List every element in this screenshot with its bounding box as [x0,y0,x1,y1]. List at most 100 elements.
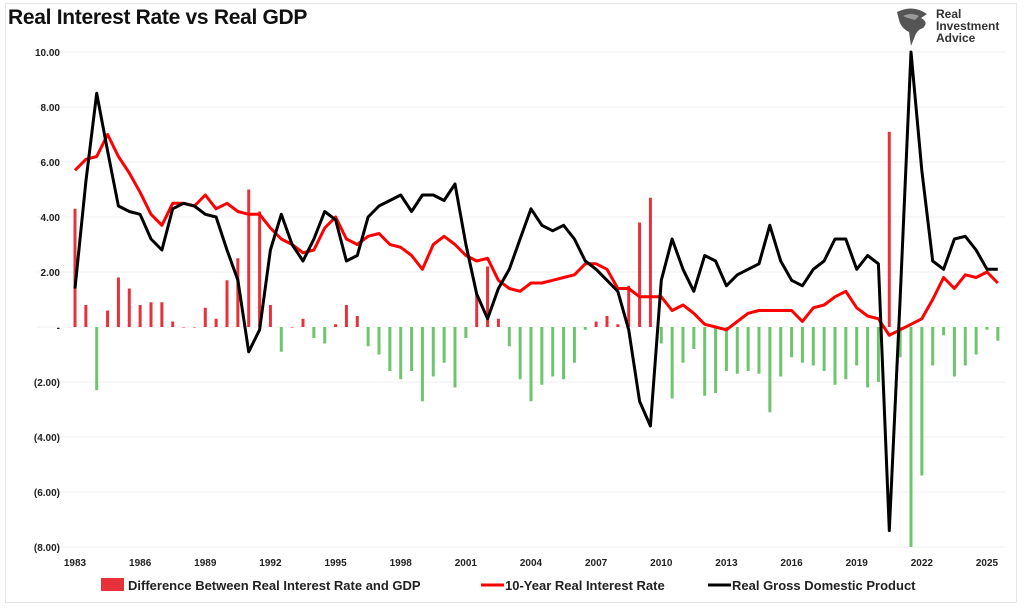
y-tick-label: 8.00 [41,103,61,114]
x-tick-label: 2013 [715,558,738,569]
difference-bar [572,327,576,363]
difference-bar [258,211,262,327]
difference-bar [312,327,316,338]
difference-bar [757,327,761,374]
x-tick-label: 2025 [976,558,999,569]
chart-title: Real Interest Rate vs Real GDP [8,6,308,29]
legend-label-difference: Difference Between Real Interest Rate an… [128,578,421,593]
difference-bar [898,327,902,358]
difference-bar [464,327,468,338]
difference-bar [551,327,555,377]
difference-bar [931,327,935,366]
x-tick-label: 2004 [520,558,543,569]
logo-text: Real Investment Advice [936,7,1000,45]
difference-bar [605,316,609,327]
difference-bar [887,131,891,327]
difference-bar [203,307,207,327]
difference-bar [399,327,403,380]
chart-frame [5,3,1017,603]
difference-bar [822,327,826,371]
difference-bar [724,327,728,371]
difference-bar [648,197,652,327]
y-tick-label: 10.00 [35,48,60,59]
difference-bar [627,285,631,327]
difference-bar [366,327,370,347]
difference-bar [811,327,815,366]
x-tick-label: 1986 [129,558,152,569]
x-tick-label: 2001 [455,558,478,569]
difference-bar [714,327,718,393]
legend: Difference Between Real Interest Rate an… [101,578,916,593]
difference-bar [768,327,772,413]
difference-bar [95,327,99,391]
difference-bar [323,327,327,344]
difference-bar [800,327,804,363]
difference-bar [453,327,457,388]
gdp-line [73,50,998,532]
difference-bar [844,327,848,380]
difference-bar [952,327,956,377]
difference-bar [73,208,77,327]
difference-bar [735,327,739,374]
legend-label-gdp: Real Gross Domestic Product [732,578,916,593]
x-tick-label: 2022 [911,558,934,569]
difference-bar [681,327,685,363]
difference-bar [160,302,164,327]
x-tick-label: 1983 [64,558,87,569]
difference-bar [420,327,424,402]
difference-bar [334,324,338,327]
difference-bar [594,321,598,327]
difference-bar [974,327,978,355]
difference-bar [290,327,294,328]
difference-bar [106,310,110,327]
difference-bar [355,316,359,327]
difference-bar [247,189,251,327]
difference-bar [866,327,870,388]
y-tick-label: 4.00 [41,213,61,224]
difference-bar [431,327,435,377]
legend-label-rate: 10-Year Real Interest Rate [505,578,665,593]
difference-bar [496,318,500,327]
legend-swatch-difference [101,578,124,591]
difference-bar [507,327,511,347]
difference-bar [127,288,131,327]
x-tick-label: 2007 [585,558,608,569]
y-tick-label: 2.00 [41,268,61,279]
logo: Real Investment Advice [893,6,1013,46]
difference-bar [540,327,544,385]
y-tick-label: (8.00) [34,543,60,554]
difference-bar [138,305,142,327]
difference-bar [692,327,696,349]
y-tick-label: 6.00 [41,158,61,169]
difference-bar [149,302,153,327]
x-tick-label: 1992 [259,558,282,569]
difference-bar [388,327,392,371]
difference-bar [214,318,218,327]
difference-bar [192,327,196,328]
difference-bar [876,327,880,382]
x-tick-label: 2010 [650,558,673,569]
difference-bar [703,327,707,396]
y-tick-label: (2.00) [34,378,60,389]
difference-bar [583,327,587,330]
difference-bar [486,266,490,327]
difference-bar [182,327,186,328]
difference-bar [985,327,989,330]
difference-bar [236,258,240,327]
difference-bar [84,305,88,327]
rate-line [73,133,999,337]
x-tick-label: 2016 [780,558,803,569]
difference-bar [996,327,1000,341]
x-tick-label: 2019 [846,558,869,569]
x-tick-label: 1989 [194,558,217,569]
x-tick-label: 1998 [390,558,413,569]
difference-bar [963,327,967,366]
difference-bar [279,327,283,352]
difference-bar [344,305,348,327]
difference-bar [116,277,120,327]
y-tick-label: - [57,323,60,334]
difference-bar [442,327,446,363]
difference-bar [833,327,837,385]
